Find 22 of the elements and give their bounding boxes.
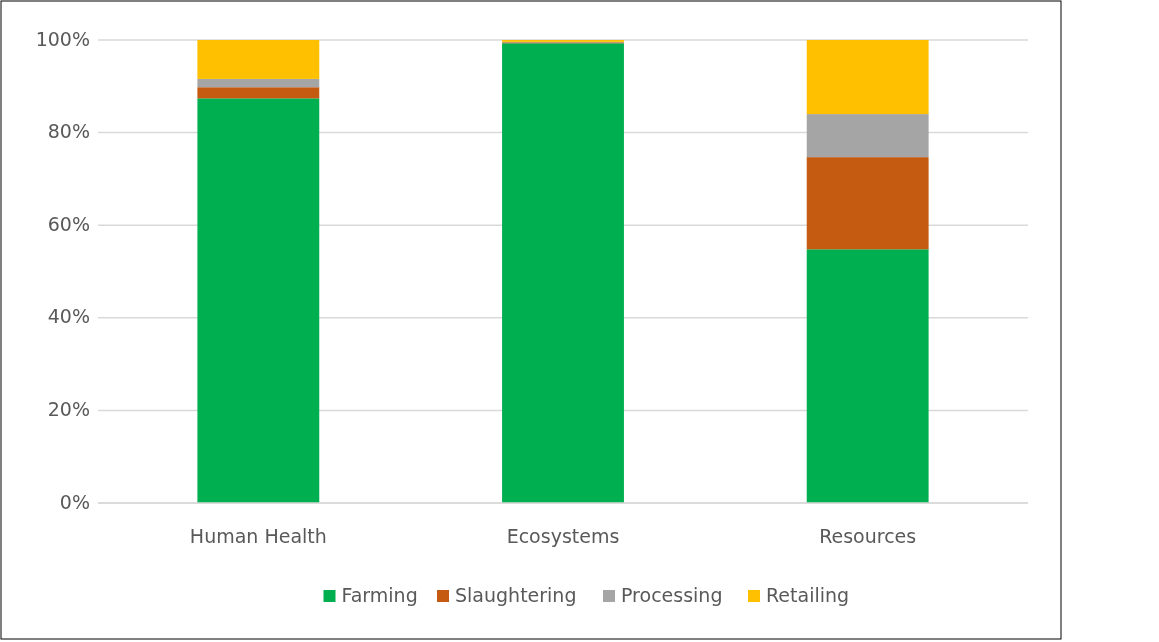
bar (197, 40, 320, 79)
bar (806, 157, 929, 250)
y-tick-label: 0% (59, 490, 90, 513)
y-tick-label: 20% (47, 397, 90, 420)
bar (806, 40, 929, 115)
bar (806, 114, 929, 158)
bar (197, 98, 320, 503)
x-tick-label: Resources (819, 524, 917, 547)
bar (502, 43, 624, 503)
bar (197, 87, 320, 99)
bar (806, 249, 929, 503)
x-tick-label: Ecosystems (506, 524, 620, 547)
legend-label: Processing (621, 583, 723, 606)
y-tick-label: 100% (35, 27, 90, 50)
legend-label: Retailing (766, 583, 850, 606)
legend-label: Farming (341, 583, 418, 606)
y-tick-label: 40% (47, 305, 90, 328)
bar (197, 78, 320, 88)
legend-label: Slaughtering (455, 583, 577, 606)
x-tick-label: Human Health (189, 524, 327, 547)
y-tick-label: 80% (47, 120, 90, 143)
y-tick-label: 60% (47, 212, 90, 235)
